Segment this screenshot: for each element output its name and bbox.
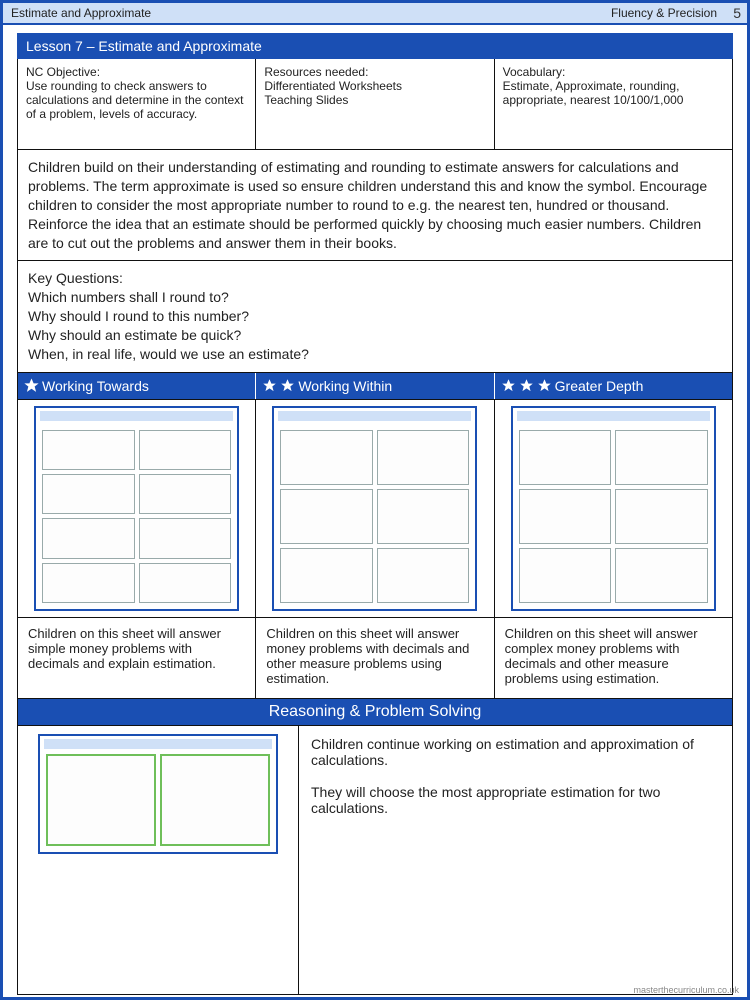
kq-2: Why should I round to this number? xyxy=(28,307,722,326)
desc-towards: Children on this sheet will answer simpl… xyxy=(18,618,255,698)
top-band: Estimate and Approximate Fluency & Preci… xyxy=(3,3,747,25)
star-icon xyxy=(262,378,277,393)
kq-heading: Key Questions: xyxy=(28,269,722,288)
worksheet-thumb-towards xyxy=(34,406,239,611)
content-area: Lesson 7 – Estimate and Approximate NC O… xyxy=(3,25,747,997)
vocab-text: Estimate, Approximate, rounding, appropr… xyxy=(503,79,724,107)
page-number: 5 xyxy=(733,5,741,21)
resources-cell: Resources needed: Differentiated Workshe… xyxy=(255,59,493,149)
star-icon xyxy=(537,378,552,393)
res-label: Resources needed: xyxy=(264,65,485,79)
star-icon xyxy=(280,378,295,393)
level-header-row: Working Towards Working Within Greater D… xyxy=(17,373,733,400)
rps-row: Children continue working on estimation … xyxy=(17,726,733,995)
vocab-cell: Vocabulary: Estimate, Approximate, round… xyxy=(494,59,732,149)
thumb-towards-cell xyxy=(18,400,255,617)
star-icon xyxy=(519,378,534,393)
level-desc-row: Children on this sheet will answer simpl… xyxy=(17,618,733,699)
worksheet-thumb-within xyxy=(272,406,477,611)
thumb-within-cell xyxy=(255,400,493,617)
level-towards-label: Working Towards xyxy=(42,378,149,394)
footer-credit: masterthecurriculum.co.uk xyxy=(633,985,739,995)
key-questions-block: Key Questions: Which numbers shall I rou… xyxy=(17,261,733,372)
topic-right: Fluency & Precision xyxy=(611,6,717,20)
kq-3: Why should an estimate be quick? xyxy=(28,326,722,345)
res-text: Differentiated Worksheets Teaching Slide… xyxy=(264,79,485,107)
kq-4: When, in real life, would we use an esti… xyxy=(28,345,722,364)
rps-text-1: Children continue working on estimation … xyxy=(311,736,720,768)
rps-text-cell: Children continue working on estimation … xyxy=(298,726,732,994)
level-head-depth: Greater Depth xyxy=(494,373,732,399)
level-head-towards: Working Towards xyxy=(18,373,255,399)
vocab-label: Vocabulary: xyxy=(503,65,724,79)
nc-objective-cell: NC Objective: Use rounding to check answ… xyxy=(18,59,255,149)
lesson-meta-row: NC Objective: Use rounding to check answ… xyxy=(17,59,733,150)
rps-heading: Reasoning & Problem Solving xyxy=(17,699,733,726)
nc-label: NC Objective: xyxy=(26,65,247,79)
level-thumb-row xyxy=(17,400,733,618)
worksheet-thumb-rps xyxy=(38,734,278,854)
desc-depth: Children on this sheet will answer compl… xyxy=(494,618,732,698)
thumb-depth-cell xyxy=(494,400,732,617)
overview-block: Children build on their understanding of… xyxy=(17,150,733,261)
rps-thumb-cell xyxy=(18,726,298,994)
worksheet-thumb-depth xyxy=(511,406,716,611)
level-within-label: Working Within xyxy=(298,378,392,394)
topic-left: Estimate and Approximate xyxy=(11,6,151,20)
page-frame: Estimate and Approximate Fluency & Preci… xyxy=(0,0,750,1000)
nc-text: Use rounding to check answers to calcula… xyxy=(26,79,247,121)
desc-within: Children on this sheet will answer money… xyxy=(255,618,493,698)
star-icon xyxy=(24,378,39,393)
kq-1: Which numbers shall I round to? xyxy=(28,288,722,307)
lesson-title-bar: Lesson 7 – Estimate and Approximate xyxy=(17,33,733,59)
level-head-within: Working Within xyxy=(255,373,493,399)
rps-text-2: They will choose the most appropriate es… xyxy=(311,784,720,816)
level-depth-label: Greater Depth xyxy=(555,378,644,394)
star-icon xyxy=(501,378,516,393)
